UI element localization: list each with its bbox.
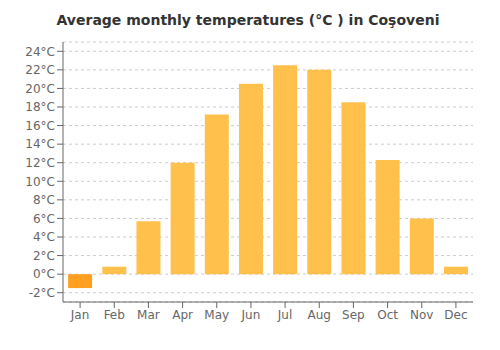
svg-text:18°C: 18°C (25, 100, 55, 114)
svg-text:Jan: Jan (70, 308, 90, 322)
svg-text:Oct: Oct (377, 308, 398, 322)
svg-text:0°C: 0°C (33, 267, 55, 281)
svg-text:16°C: 16°C (25, 119, 55, 133)
svg-text:Dec: Dec (444, 308, 467, 322)
svg-text:Nov: Nov (410, 308, 433, 322)
svg-text:Apr: Apr (172, 308, 193, 322)
svg-text:6°C: 6°C (33, 212, 55, 226)
svg-text:Mar: Mar (137, 308, 160, 322)
svg-text:14°C: 14°C (25, 137, 55, 151)
svg-text:8°C: 8°C (33, 193, 55, 207)
svg-text:Aug: Aug (308, 308, 331, 322)
svg-text:Sep: Sep (342, 308, 365, 322)
svg-text:22°C: 22°C (25, 63, 55, 77)
svg-text:May: May (204, 308, 229, 322)
svg-text:20°C: 20°C (25, 82, 55, 96)
svg-text:Jul: Jul (277, 308, 292, 322)
html-text:Average monthly temperatures (: Average monthly temperatures (°C ) in Co… (56, 12, 440, 28)
svg-text:10°C: 10°C (25, 175, 55, 189)
svg-text:4°C: 4°C (33, 230, 55, 244)
svg-text:-2°C: -2°C (29, 286, 55, 300)
svg-text:Feb: Feb (104, 308, 125, 322)
svg-text:24°C: 24°C (25, 45, 55, 59)
svg-text:Jun: Jun (241, 308, 261, 322)
svg-text:2°C: 2°C (33, 249, 55, 263)
svg-text:12°C: 12°C (25, 156, 55, 170)
